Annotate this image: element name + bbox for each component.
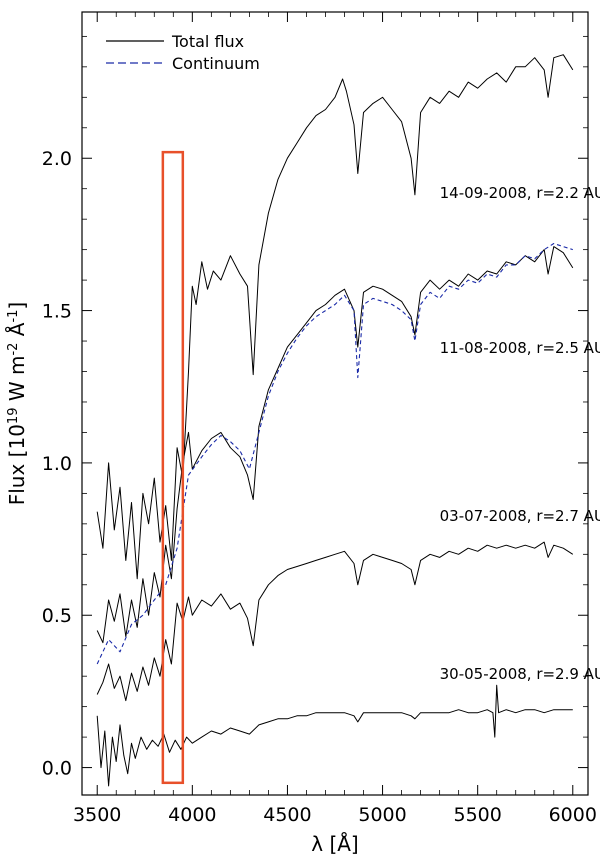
x-axis-label: λ [Å] xyxy=(311,832,358,856)
date-annotation-3: 30-05-2008, r=2.9 AU xyxy=(440,665,600,683)
y-axis-label: Flux [1019 W m-2 Å-1] xyxy=(5,302,29,506)
y-tick-label: 2.0 xyxy=(42,148,72,170)
series-layer xyxy=(96,54,574,787)
highlight-box xyxy=(161,150,185,785)
y-tick-label: 0.5 xyxy=(42,605,72,627)
y-tick-label: 1.5 xyxy=(42,301,72,323)
series-line-1 xyxy=(96,246,574,644)
date-annotation-2: 03-07-2008, r=2.7 AU xyxy=(440,507,600,525)
y-tick-label: 1.0 xyxy=(42,453,72,475)
x-tick-label: 5500 xyxy=(453,804,501,826)
highlight-layer xyxy=(161,150,185,785)
plot-frame xyxy=(81,11,589,796)
y-tick-label: 0.0 xyxy=(42,758,72,780)
series-line-4 xyxy=(96,684,573,787)
y-axis-label-part: -2 xyxy=(6,343,21,356)
date-annotation-0: 14-09-2008, r=2.2 AU xyxy=(440,184,600,202)
tick-layer: 3500 4000 4500 5000 5500 6000 0.0 0.5 1.0 1.5 2.0 xyxy=(42,12,597,826)
annotation-layer: 14-09-2008, r=2.2 AU 11-08-2008, r=2.5 AU… xyxy=(440,184,600,683)
series-line-3 xyxy=(96,541,574,702)
legend: Total flux Continuum xyxy=(106,32,260,73)
y-axis-label-part: ] xyxy=(5,302,29,310)
x-tick-label: 3500 xyxy=(73,804,121,826)
series-line-2 xyxy=(96,242,573,665)
y-axis-label-part: -1 xyxy=(6,310,21,323)
legend-label-1: Continuum xyxy=(172,54,260,73)
y-axis-label-part: 19 xyxy=(6,408,21,425)
y-axis-label-part: Flux [10 xyxy=(5,424,29,505)
x-tick-label: 6000 xyxy=(549,804,597,826)
x-tick-label: 5000 xyxy=(358,804,406,826)
x-tick-label: 4000 xyxy=(168,804,216,826)
date-annotation-1: 11-08-2008, r=2.5 AU xyxy=(440,339,600,357)
legend-label-0: Total flux xyxy=(171,32,244,51)
x-tick-label: 4500 xyxy=(263,804,311,826)
y-axis-label-part: W m xyxy=(5,356,29,408)
series-line-0 xyxy=(96,54,574,580)
y-axis-label-part: Å xyxy=(5,322,29,342)
